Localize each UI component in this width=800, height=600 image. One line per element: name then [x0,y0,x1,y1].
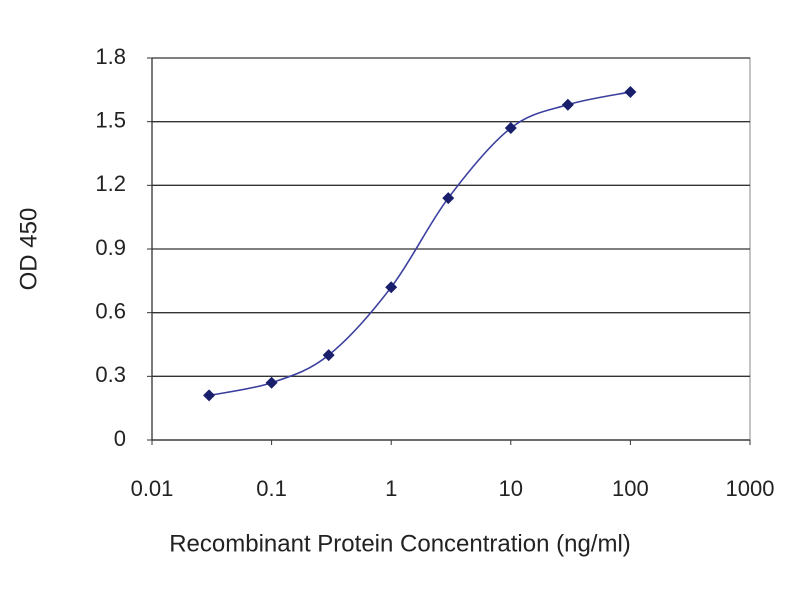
y-tick-label: 0 [114,426,126,451]
y-tick-label: 0.9 [95,235,126,260]
data-point [265,376,278,389]
y-tick-label: 1.5 [95,107,126,132]
curve [208,91,631,397]
y-tick-label: 1.2 [95,171,126,196]
data-point [504,122,517,135]
data-point [322,349,335,362]
x-tick-label: 1000 [726,476,775,501]
data-point [385,281,398,294]
x-tick-label: 100 [612,476,649,501]
data-point [624,85,637,98]
y-axis-label: OD 450 [15,208,42,291]
y-tick-label: 1.8 [95,44,126,69]
x-tick-label: 0.01 [131,476,174,501]
data-point [203,389,216,402]
x-tick-label: 10 [499,476,523,501]
x-tick-label: 0.1 [256,476,287,501]
x-tick-label: 1 [385,476,397,501]
y-tick-label: 0.3 [95,362,126,387]
data-point [442,192,455,205]
data-point [561,98,574,111]
y-tick-label: 0.6 [95,298,126,323]
x-axis-label: Recombinant Protein Concentration (ng/ml… [169,530,631,557]
